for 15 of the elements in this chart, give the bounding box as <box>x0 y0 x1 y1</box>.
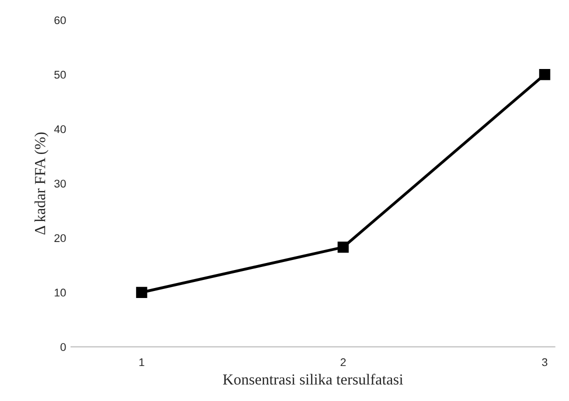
y-axis-title: Δ kadar FFA (%) <box>34 132 48 235</box>
y-tick-label: 60 <box>54 16 66 24</box>
x-tick-label: 2 <box>340 358 346 366</box>
x-tick-label: 1 <box>139 358 144 366</box>
y-tick-label: 10 <box>54 288 66 297</box>
y-tick-label: 30 <box>54 180 66 188</box>
point <box>136 286 148 298</box>
y-tick-label: 50 <box>54 70 66 79</box>
x-tick-label: 3 <box>542 358 548 366</box>
y-tick-label: 40 <box>54 125 66 134</box>
point <box>338 242 349 253</box>
y-tick-label: 0 <box>60 343 66 351</box>
y-tick-label: 20 <box>54 234 66 242</box>
point <box>539 68 550 80</box>
x-axis-title: Konsentrasi silika tersulfatasi <box>223 374 404 385</box>
